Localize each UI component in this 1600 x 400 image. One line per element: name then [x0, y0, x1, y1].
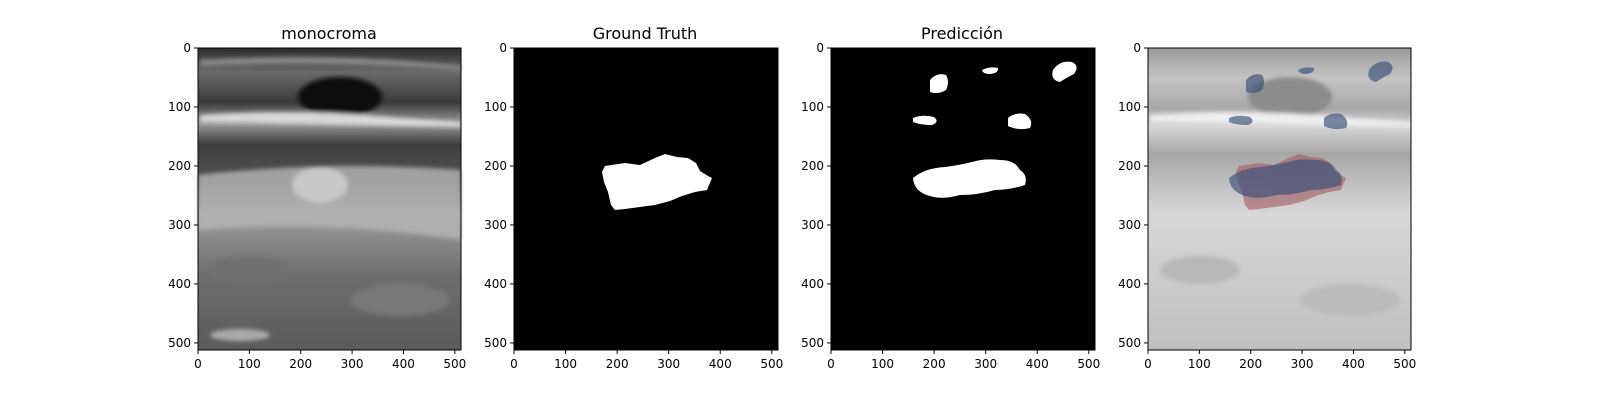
y-tick-label: 100 — [1118, 100, 1141, 114]
x-tick-label: 0 — [510, 357, 518, 371]
y-tick-label: 500 — [484, 336, 507, 350]
y-tick-label: 0 — [816, 41, 824, 55]
y-tick-label: 400 — [168, 277, 191, 291]
y-tick-label: 100 — [168, 100, 191, 114]
x-tick-label: 200 — [289, 357, 312, 371]
x-tick-label: 300 — [1291, 357, 1314, 371]
y-tick-label: 0 — [1133, 41, 1141, 55]
panel-monocroma: monocroma — [197, 24, 462, 351]
prediction-mask — [913, 61, 1077, 198]
panel-ground-truth: Ground Truth — [513, 24, 779, 351]
x-tick-label: 300 — [657, 357, 680, 371]
y-tick-label: 400 — [801, 277, 824, 291]
panel-title: Ground Truth — [593, 24, 698, 43]
y-tick-label: 200 — [1118, 159, 1141, 173]
x-tick-label: 0 — [194, 357, 202, 371]
panel-title: Predicción — [921, 24, 1003, 43]
y-tick-label: 500 — [168, 336, 191, 350]
y-tick-label: 500 — [801, 336, 824, 350]
y-tick-label: 100 — [484, 100, 507, 114]
y-tick-label: 0 — [183, 41, 191, 55]
x-tick-label: 100 — [871, 357, 894, 371]
y-tick-label: 300 — [168, 218, 191, 232]
x-tick-label: 200 — [1239, 357, 1262, 371]
y-tick-label: 100 — [801, 100, 824, 114]
x-tick-label: 500 — [1077, 357, 1100, 371]
x-tick-label: 400 — [392, 357, 415, 371]
overlay-image — [1148, 48, 1411, 350]
x-tick-label: 200 — [923, 357, 946, 371]
y-tick-label: 400 — [484, 277, 507, 291]
x-tick-label: 500 — [1393, 357, 1416, 371]
x-tick-label: 400 — [1026, 357, 1049, 371]
y-tick-label: 400 — [1118, 277, 1141, 291]
ground-truth-mask — [602, 154, 712, 210]
ultrasound-image — [198, 48, 461, 350]
x-tick-label: 0 — [1144, 357, 1152, 371]
y-tick-label: 300 — [1118, 218, 1141, 232]
panel-overlay — [1147, 47, 1412, 351]
x-tick-label: 200 — [606, 357, 629, 371]
mask-background — [831, 48, 1095, 350]
panel-title: monocroma — [281, 24, 377, 43]
x-tick-label: 0 — [827, 357, 835, 371]
x-tick-label: 500 — [760, 357, 783, 371]
x-tick-label: 500 — [443, 357, 466, 371]
x-tick-label: 100 — [554, 357, 577, 371]
x-tick-label: 300 — [974, 357, 997, 371]
overlay-prediction-region — [1229, 61, 1393, 198]
y-tick-label: 0 — [499, 41, 507, 55]
x-tick-label: 300 — [341, 357, 364, 371]
y-tick-label: 200 — [484, 159, 507, 173]
x-tick-label: 400 — [1342, 357, 1365, 371]
x-tick-label: 400 — [709, 357, 732, 371]
panel-prediccion: Predicción — [830, 24, 1096, 351]
y-tick-label: 300 — [801, 218, 824, 232]
y-tick-label: 300 — [484, 218, 507, 232]
x-tick-label: 100 — [1188, 357, 1211, 371]
x-tick-label: 100 — [238, 357, 261, 371]
y-tick-label: 200 — [801, 159, 824, 173]
y-tick-label: 200 — [168, 159, 191, 173]
y-tick-label: 500 — [1118, 336, 1141, 350]
